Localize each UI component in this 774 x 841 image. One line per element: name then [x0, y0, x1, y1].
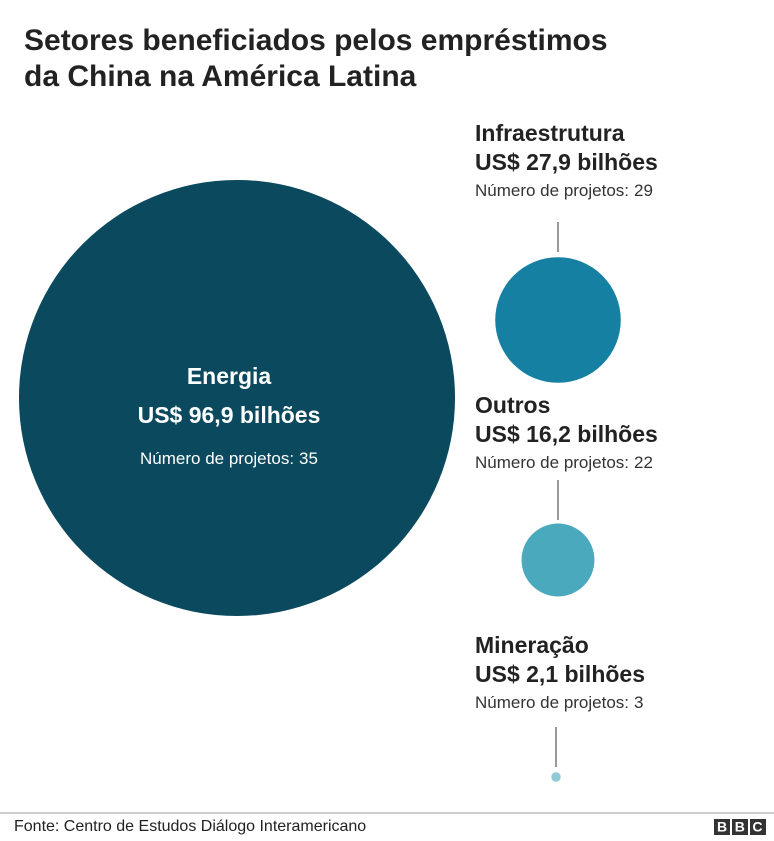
chart-title: da China na América Latina	[24, 60, 417, 93]
bubble	[18, 179, 456, 617]
bubble	[521, 523, 595, 597]
projects-caption: Número de projetos:	[475, 693, 629, 712]
bubble	[551, 772, 561, 782]
logo-text: BBC	[717, 819, 770, 835]
source-note: Fonte: Centro de Estudos Diálogo Interam…	[14, 818, 366, 835]
category-label: Infraestrutura	[475, 120, 625, 146]
projects-caption: Número de projetos:	[140, 449, 294, 468]
value-label: US$ 16,2 bilhões	[475, 421, 658, 447]
projects-label: Número de projetos: 35	[140, 449, 318, 468]
logo: BBC	[714, 819, 770, 835]
projects-label: Número de projetos: 29	[475, 181, 653, 200]
category-label: Energia	[187, 363, 272, 389]
value-label: US$ 27,9 bilhões	[475, 149, 658, 175]
projects-caption: Número de projetos:	[475, 453, 629, 472]
value-label: US$ 2,1 bilhões	[475, 661, 645, 687]
value-label: US$ 96,9 bilhões	[138, 402, 321, 428]
projects-count: 35	[299, 449, 318, 468]
bubble	[495, 257, 621, 383]
projects-count: 3	[634, 693, 643, 712]
projects-label: Número de projetos: 3	[475, 693, 644, 712]
projects-count: 22	[634, 453, 653, 472]
category-label: Mineração	[475, 632, 589, 658]
category-label: Outros	[475, 392, 550, 418]
chart-title: Setores beneficiados pelos empréstimos	[24, 24, 608, 57]
projects-count: 29	[634, 181, 653, 200]
projects-label: Número de projetos: 22	[475, 453, 653, 472]
projects-caption: Número de projetos:	[475, 181, 629, 200]
